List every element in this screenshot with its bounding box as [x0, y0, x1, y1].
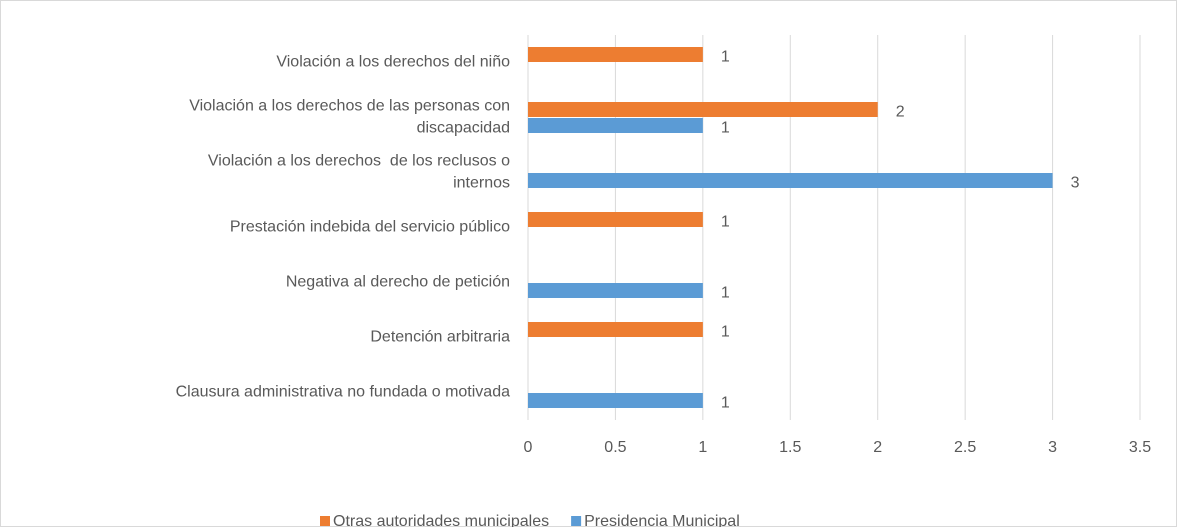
data-label: 1 — [721, 395, 730, 412]
y-tick-label: Violación a los derechos del niño — [276, 54, 510, 71]
x-tick-label: 2 — [873, 439, 882, 456]
y-tick-label: Negativa al derecho de petición — [286, 274, 510, 291]
bar — [528, 322, 703, 337]
bar — [528, 393, 703, 408]
data-label: 1 — [721, 214, 730, 231]
bar — [528, 173, 1053, 188]
x-tick-label: 0 — [524, 439, 533, 456]
x-tick-label: 3 — [1048, 439, 1057, 456]
bar — [528, 47, 703, 62]
data-label: 2 — [896, 104, 905, 121]
data-label: 1 — [721, 285, 730, 302]
y-tick-label: Prestación indebida del servicio público — [230, 219, 510, 236]
bar — [528, 283, 703, 298]
y-tick-label: Clausura administrativa no fundada o mot… — [176, 384, 511, 401]
x-tick-label: 1 — [698, 439, 707, 456]
legend-swatch — [571, 516, 582, 526]
x-tick-label: 1.5 — [779, 439, 801, 456]
y-tick-label: Violación a los derechos de las personas… — [189, 98, 510, 137]
y-tick-label: Violación a los derechos de los reclusos… — [208, 153, 510, 192]
y-tick-label: Detención arbitraria — [370, 329, 510, 346]
bar — [528, 102, 878, 117]
data-label: 3 — [1071, 175, 1080, 192]
legend-label: Otras autoridades municipales — [333, 513, 549, 527]
bar — [528, 212, 703, 227]
data-label: 1 — [721, 324, 730, 341]
legend-label: Presidencia Municipal — [584, 513, 740, 527]
x-tick-label: 2.5 — [954, 439, 976, 456]
data-label: 1 — [721, 120, 730, 137]
x-tick-label: 3.5 — [1129, 439, 1151, 456]
legend-swatch — [320, 516, 330, 526]
x-tick-label: 0.5 — [604, 439, 626, 456]
bar — [528, 118, 703, 133]
data-label: 1 — [721, 49, 730, 66]
